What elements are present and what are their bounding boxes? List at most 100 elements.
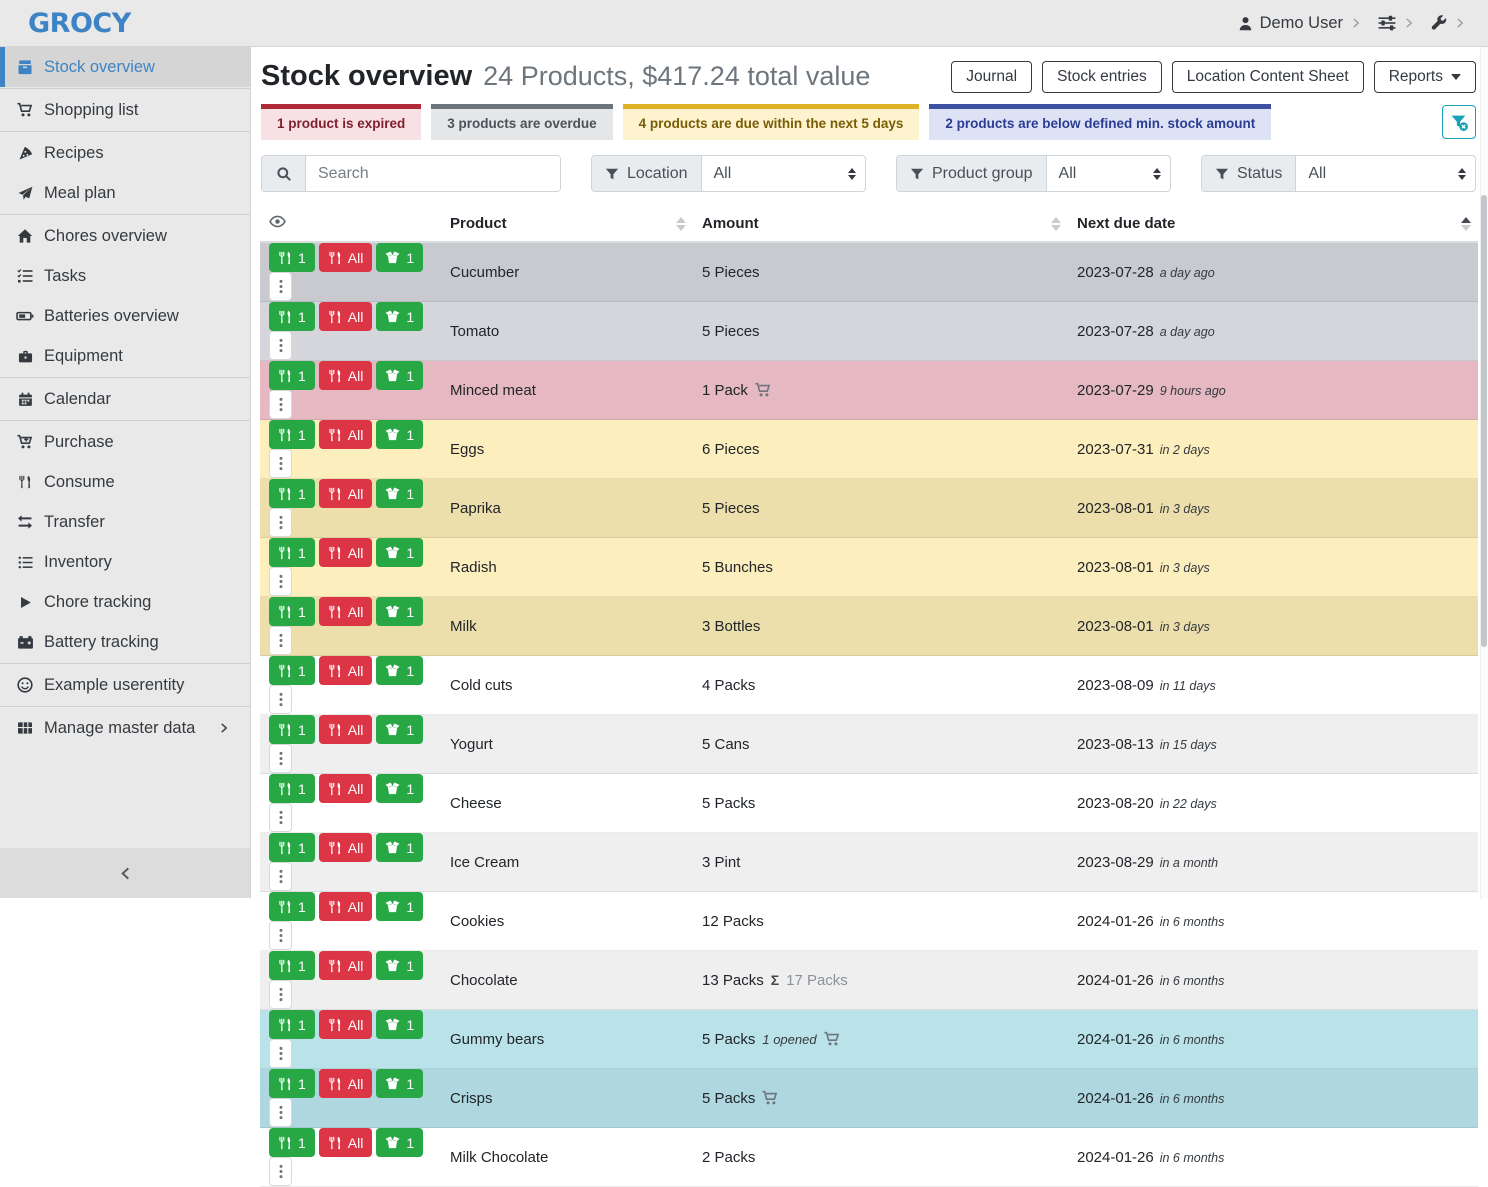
open-one-button[interactable]: 1 (376, 302, 423, 331)
sidebar-item-equipment[interactable]: Equipment (0, 336, 250, 376)
consume-all-button[interactable]: All (319, 833, 373, 862)
consume-all-button[interactable]: All (319, 892, 373, 921)
open-one-button[interactable]: 1 (376, 538, 423, 567)
open-one-button[interactable]: 1 (376, 597, 423, 626)
row-menu-button[interactable] (269, 567, 292, 596)
open-one-button[interactable]: 1 (376, 951, 423, 980)
status-banner-due[interactable]: 4 products are due within the next 5 day… (623, 104, 920, 140)
open-one-button[interactable]: 1 (376, 833, 423, 862)
consume-all-button[interactable]: All (319, 656, 373, 685)
settings-menu[interactable] (1378, 14, 1415, 32)
status-select[interactable]: All (1296, 156, 1475, 191)
consume-all-button[interactable]: All (319, 538, 373, 567)
consume-all-button[interactable]: All (319, 243, 373, 272)
consume-one-button[interactable]: 1 (269, 892, 315, 921)
consume-all-button[interactable]: All (319, 951, 373, 980)
row-menu-button[interactable] (269, 685, 292, 714)
sidebar-item-consume[interactable]: Consume (0, 462, 250, 502)
scrollbar-thumb[interactable] (1481, 195, 1487, 647)
column-header-next-due-date[interactable]: Next due date (1068, 207, 1478, 242)
reports-button[interactable]: Reports (1374, 61, 1476, 93)
row-menu-button[interactable] (269, 508, 292, 537)
sidebar-item-meal-plan[interactable]: Meal plan (0, 173, 250, 213)
status-banner-overdue[interactable]: 3 products are overdue (431, 104, 612, 140)
consume-all-button[interactable]: All (319, 420, 373, 449)
sidebar-item-battery-tracking[interactable]: Battery tracking (0, 622, 250, 662)
consume-one-button[interactable]: 1 (269, 715, 315, 744)
consume-all-button[interactable]: All (319, 479, 373, 508)
consume-all-button[interactable]: All (319, 1128, 373, 1157)
open-one-button[interactable]: 1 (376, 243, 423, 272)
open-one-button[interactable]: 1 (376, 479, 423, 508)
consume-all-button[interactable]: All (319, 361, 373, 390)
consume-all-button[interactable]: All (319, 597, 373, 626)
status-banner-expired[interactable]: 1 product is expired (261, 104, 421, 140)
sidebar-item-tasks[interactable]: Tasks (0, 256, 250, 296)
row-menu-button[interactable] (269, 862, 292, 891)
sidebar-item-purchase[interactable]: Purchase (0, 422, 250, 462)
sidebar-item-shopping-list[interactable]: Shopping list (0, 90, 250, 130)
consume-one-button[interactable]: 1 (269, 597, 315, 626)
sidebar-item-stock-overview[interactable]: Stock overview (0, 47, 250, 87)
scrollbar-track[interactable] (1480, 47, 1488, 898)
user-menu[interactable]: Demo User (1238, 14, 1362, 33)
sidebar-item-chore-tracking[interactable]: Chore tracking (0, 582, 250, 622)
consume-one-button[interactable]: 1 (269, 538, 315, 567)
consume-one-button[interactable]: 1 (269, 302, 315, 331)
sidebar-collapse-button[interactable] (0, 848, 250, 898)
row-menu-button[interactable] (269, 449, 292, 478)
open-one-button[interactable]: 1 (376, 420, 423, 449)
consume-all-button[interactable]: All (319, 1069, 373, 1098)
sidebar-item-chores-overview[interactable]: Chores overview (0, 216, 250, 256)
row-menu-button[interactable] (269, 921, 292, 950)
sidebar-item-recipes[interactable]: Recipes (0, 133, 250, 173)
row-menu-button[interactable] (269, 1157, 292, 1186)
sidebar-item-inventory[interactable]: Inventory (0, 542, 250, 582)
consume-one-button[interactable]: 1 (269, 1128, 315, 1157)
open-one-button[interactable]: 1 (376, 1069, 423, 1098)
row-menu-button[interactable] (269, 744, 292, 773)
sidebar-item-calendar[interactable]: Calendar (0, 379, 250, 419)
row-menu-button[interactable] (269, 1098, 292, 1127)
open-one-button[interactable]: 1 (376, 1010, 423, 1039)
consume-one-button[interactable]: 1 (269, 833, 315, 862)
consume-one-button[interactable]: 1 (269, 243, 315, 272)
open-one-button[interactable]: 1 (376, 774, 423, 803)
consume-one-button[interactable]: 1 (269, 361, 315, 390)
stock-entries-button[interactable]: Stock entries (1042, 61, 1162, 93)
row-menu-button[interactable] (269, 331, 292, 360)
consume-all-button[interactable]: All (319, 774, 373, 803)
row-menu-button[interactable] (269, 272, 292, 301)
product-group-select[interactable]: All (1047, 156, 1170, 191)
location-select[interactable]: All (702, 156, 866, 191)
column-header-amount[interactable]: Amount (693, 207, 1068, 242)
consume-one-button[interactable]: 1 (269, 420, 315, 449)
consume-one-button[interactable]: 1 (269, 1069, 315, 1098)
open-one-button[interactable]: 1 (376, 715, 423, 744)
location-content-sheet-button[interactable]: Location Content Sheet (1172, 61, 1364, 93)
open-one-button[interactable]: 1 (376, 656, 423, 685)
consume-one-button[interactable]: 1 (269, 951, 315, 980)
row-menu-button[interactable] (269, 1039, 292, 1068)
status-banner-belowmin[interactable]: 2 products are below defined min. stock … (929, 104, 1271, 140)
clear-filters-button[interactable] (1442, 105, 1476, 139)
search-input[interactable] (306, 156, 560, 191)
row-menu-button[interactable] (269, 390, 292, 419)
admin-menu[interactable] (1431, 15, 1466, 31)
sidebar-item-batteries-overview[interactable]: Batteries overview (0, 296, 250, 336)
open-one-button[interactable]: 1 (376, 361, 423, 390)
column-header-product[interactable]: Product (441, 207, 693, 242)
row-menu-button[interactable] (269, 626, 292, 655)
consume-one-button[interactable]: 1 (269, 656, 315, 685)
consume-one-button[interactable]: 1 (269, 1010, 315, 1039)
consume-all-button[interactable]: All (319, 715, 373, 744)
consume-all-button[interactable]: All (319, 302, 373, 331)
sidebar-item-example-userentity[interactable]: Example userentity (0, 665, 250, 705)
open-one-button[interactable]: 1 (376, 892, 423, 921)
sidebar-item-manage-master-data[interactable]: Manage master data (0, 708, 250, 748)
sidebar-item-transfer[interactable]: Transfer (0, 502, 250, 542)
consume-all-button[interactable]: All (319, 1010, 373, 1039)
consume-one-button[interactable]: 1 (269, 774, 315, 803)
row-menu-button[interactable] (269, 803, 292, 832)
consume-one-button[interactable]: 1 (269, 479, 315, 508)
